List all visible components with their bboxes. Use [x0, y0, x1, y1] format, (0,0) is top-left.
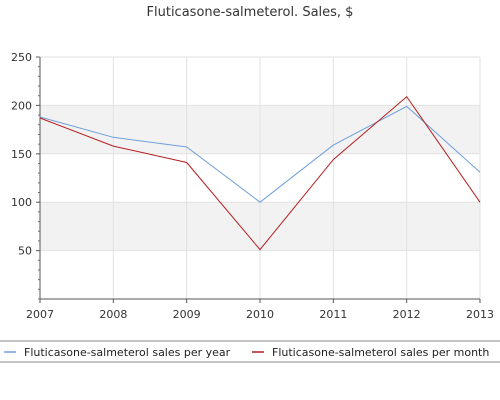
- y-tick-label: 200: [11, 99, 32, 112]
- x-tick-label: 2008: [99, 308, 127, 321]
- x-tick-label: 2013: [466, 308, 494, 321]
- y-tick-label: 50: [18, 245, 32, 258]
- data-series: [39, 95, 481, 251]
- grid-lines: [39, 56, 481, 299]
- series-line-2: [39, 95, 481, 251]
- legend-label-2: Fluticasone-salmeterol sales per month: [272, 346, 489, 359]
- y-tick-label: 100: [11, 196, 32, 209]
- x-tick-label: 2007: [26, 308, 54, 321]
- legend-label-1: Fluticasone-salmeterol sales per year: [24, 346, 231, 359]
- y-tick-label: 250: [11, 51, 32, 64]
- legend: Fluticasone-salmeterol sales per year Flu…: [0, 340, 500, 363]
- tick-labels: 50 100 150 200 250 2007 2008 2009 2010 2011 2012 20…: [11, 51, 494, 321]
- x-tick-label: 2009: [173, 308, 201, 321]
- series-line-1: [39, 105, 481, 203]
- x-tick-label: 2011: [319, 308, 347, 321]
- axes: [36, 56, 481, 303]
- x-tick-label: 2010: [246, 308, 274, 321]
- chart-title: Fluticasone-salmeterol. Sales, $: [147, 5, 354, 20]
- y-tick-label: 150: [11, 148, 32, 161]
- x-tick-label: 2012: [393, 308, 421, 321]
